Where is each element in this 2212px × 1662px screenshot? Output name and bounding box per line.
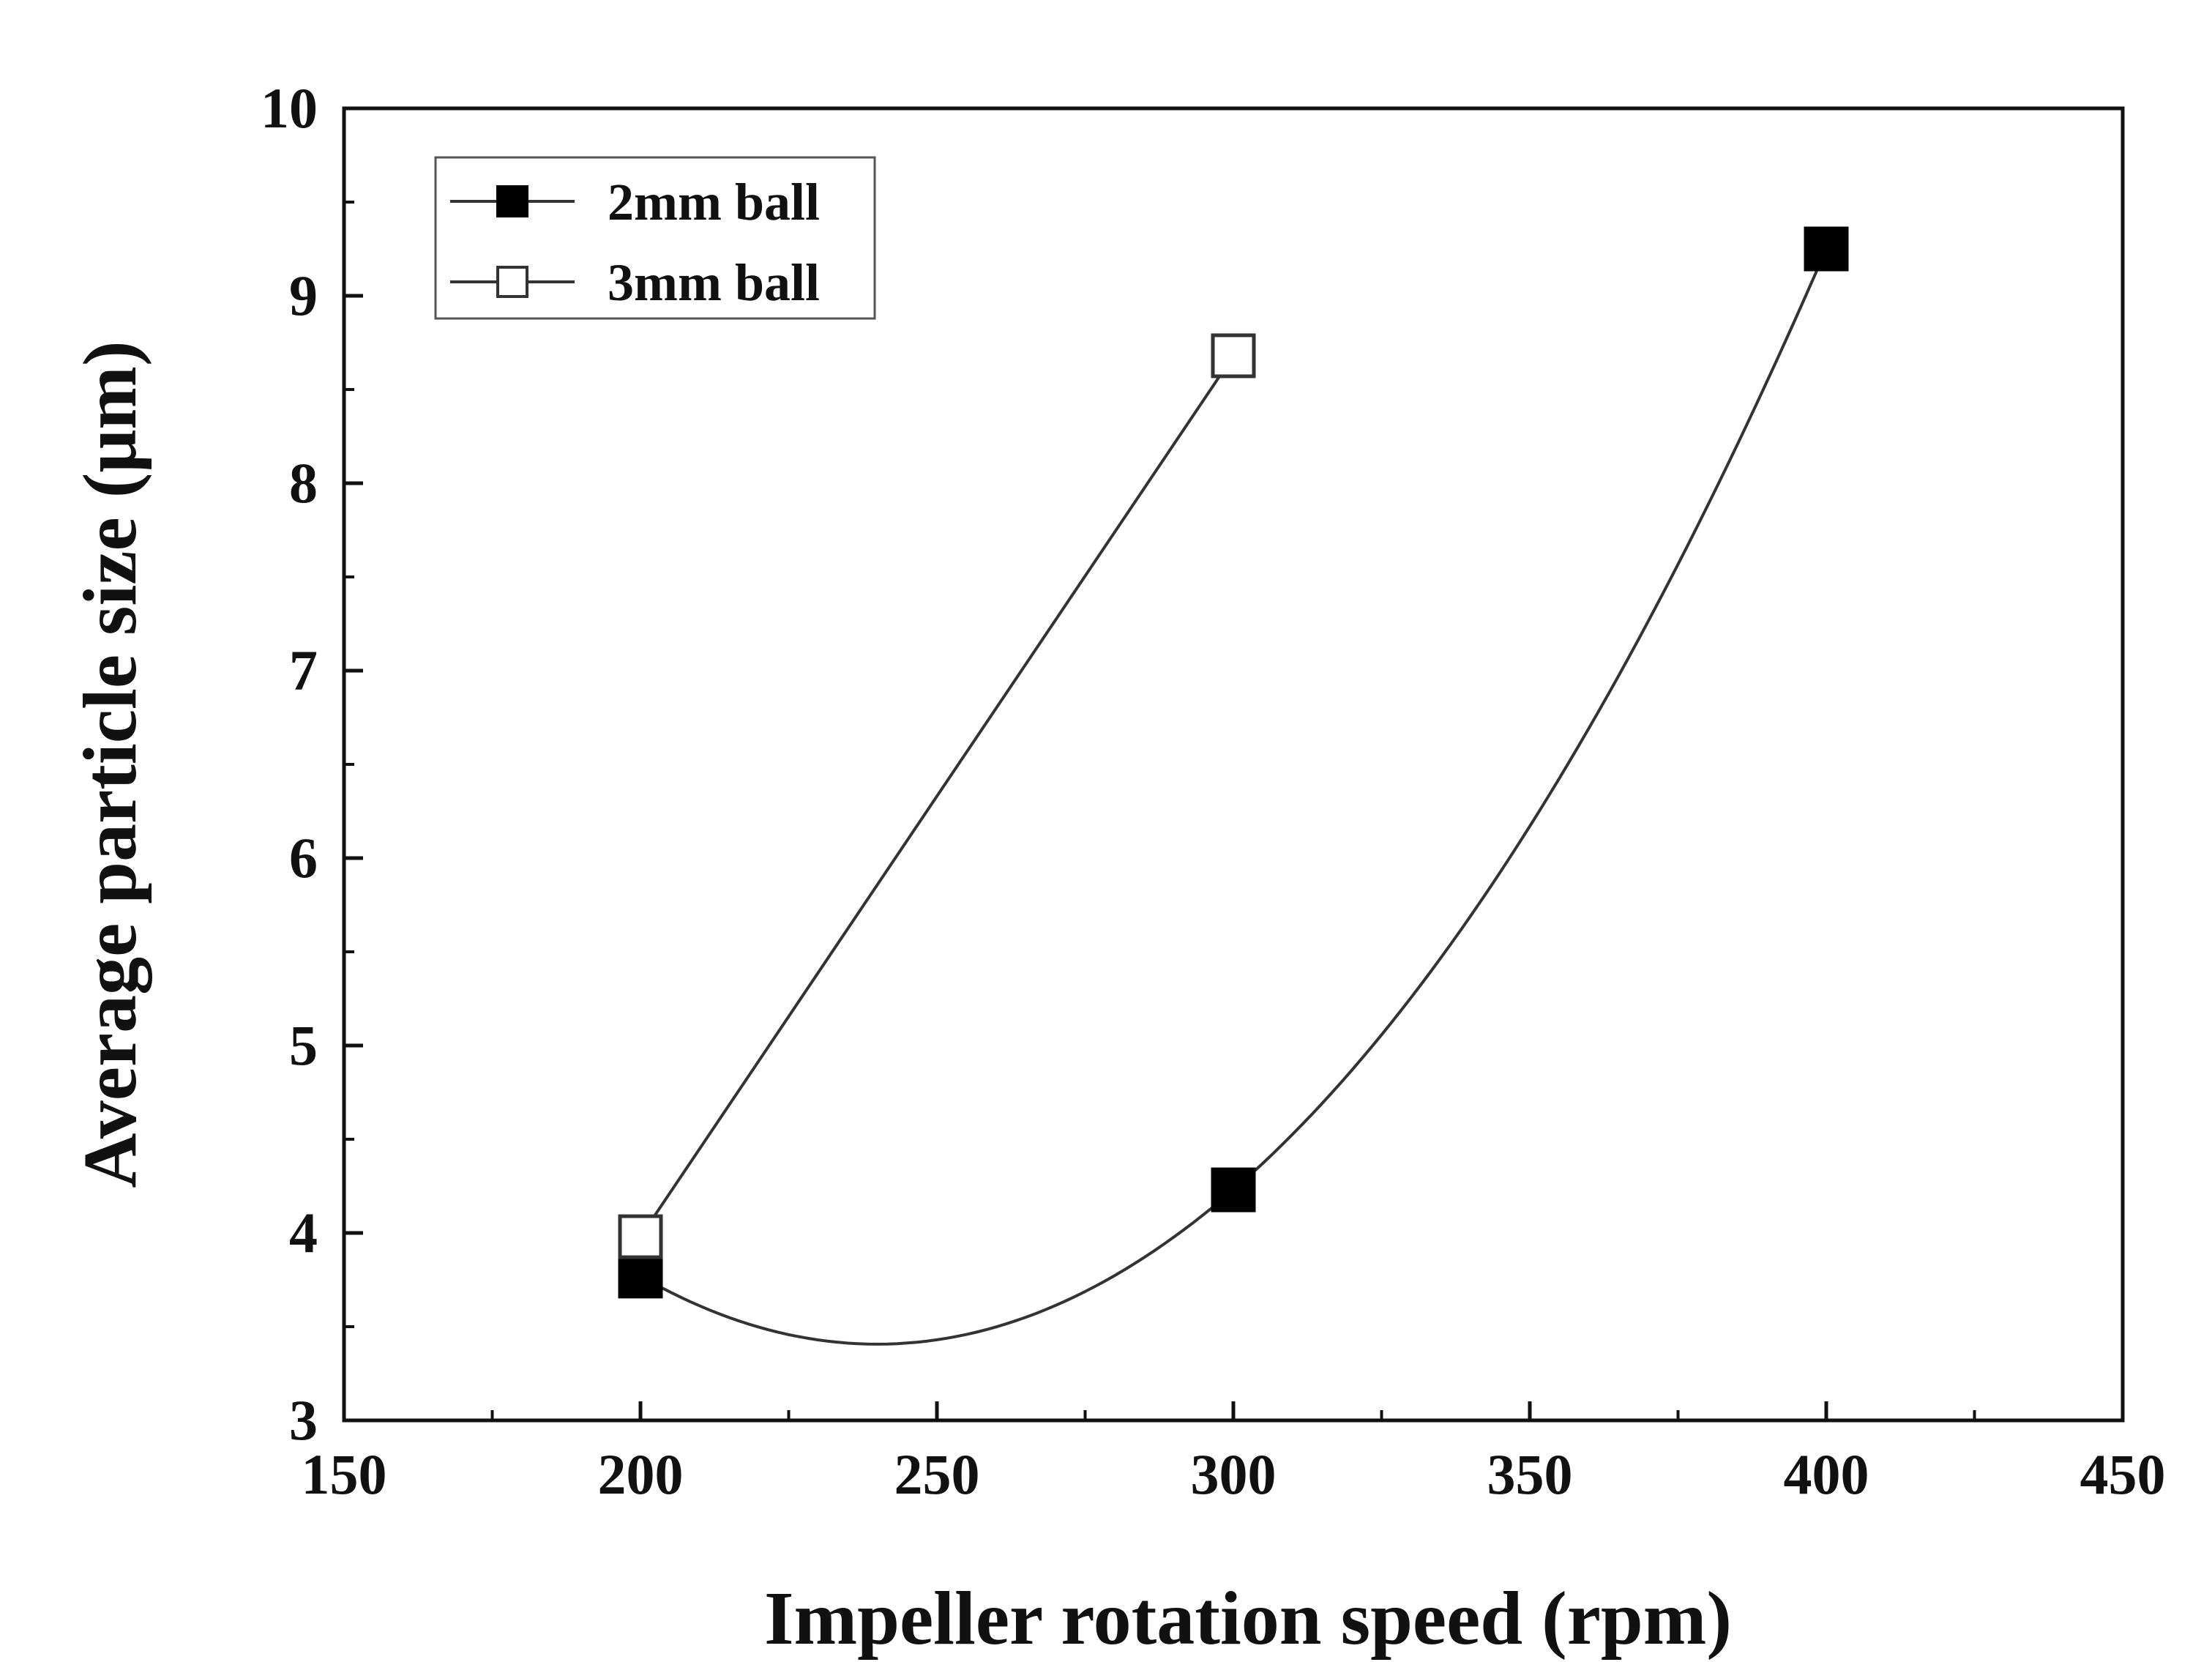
y-axis-title: Average particle size (μm) <box>68 340 152 1188</box>
x-tick-label: 250 <box>894 1442 980 1506</box>
tick-labels: 150 200 250 300 350 400 450 3 4 5 6 7 8 9 10 <box>261 76 2166 1506</box>
y-tick-label: 6 <box>289 826 318 890</box>
legend-items: 2mm ball 3mm ball <box>450 173 820 312</box>
legend-marker <box>496 266 528 298</box>
data-point-series-1 <box>618 1253 663 1299</box>
y-tick-label: 3 <box>289 1388 318 1452</box>
y-tick-label: 9 <box>289 264 318 327</box>
data-markers <box>618 226 1849 1299</box>
x-axis-title: Impeller rotation speed (rpm) <box>764 1576 1732 1661</box>
data-point-series-1 <box>1804 226 1849 272</box>
plot-frame <box>342 106 2125 1423</box>
series-line-2 <box>639 354 1235 1238</box>
data-point-series-2 <box>618 1214 663 1259</box>
legend-item-1: 2mm ball <box>450 173 820 231</box>
legend-marker <box>496 185 528 217</box>
y-tick-label: 8 <box>289 451 318 515</box>
data-point-series-1 <box>1211 1167 1256 1212</box>
y-tick-label: 5 <box>289 1013 318 1077</box>
legend-label: 2mm ball <box>608 173 820 231</box>
x-tick-label: 300 <box>1191 1442 1277 1506</box>
legend-item-2: 3mm ball <box>450 253 820 312</box>
legend: 2mm ball 3mm ball <box>434 156 876 320</box>
x-tick-label: 150 <box>302 1442 387 1506</box>
y-tick-label: 4 <box>289 1201 318 1264</box>
x-tick-label: 400 <box>1784 1442 1869 1506</box>
data-point-series-2 <box>1211 333 1256 379</box>
y-tick-label: 7 <box>289 638 318 702</box>
legend-label: 3mm ball <box>608 253 820 312</box>
x-tick-label: 200 <box>598 1442 684 1506</box>
x-tick-label: 350 <box>1487 1442 1573 1506</box>
x-tick-label: 450 <box>2080 1442 2166 1506</box>
y-tick-label: 10 <box>261 76 318 140</box>
